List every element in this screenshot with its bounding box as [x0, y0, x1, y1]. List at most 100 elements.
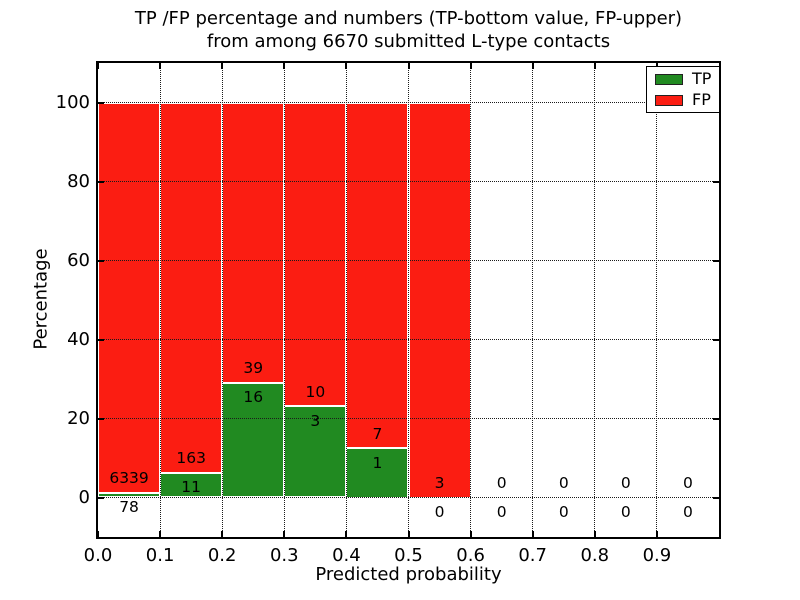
bar-segment-fp	[284, 102, 347, 407]
y-tick-label: 40	[67, 328, 90, 350]
x-tick-top	[469, 63, 472, 69]
bar-count-fp-label: 0	[620, 473, 631, 492]
x-tick-top	[593, 63, 596, 69]
y-tick-label: 100	[55, 91, 90, 113]
bar-segment-fp	[160, 102, 223, 473]
chart-title-line2: from among 6670 submitted L-type contact…	[206, 31, 611, 52]
bar-count-fp-label: 6339	[109, 469, 149, 488]
y-tick-label: 80	[67, 170, 90, 192]
y-tick-left	[98, 417, 104, 420]
y-tick-right	[713, 259, 719, 262]
y-gridline	[98, 102, 719, 103]
y-tick-label: 20	[67, 407, 90, 429]
x-tick-label: 0.4	[332, 545, 361, 566]
bar-count-tp-label: 78	[119, 498, 139, 517]
legend-label-fp: FP	[692, 90, 711, 109]
x-gridline	[283, 63, 285, 537]
x-tick-bottom	[283, 531, 286, 537]
legend-swatch-tp	[655, 73, 683, 85]
y-gridline	[98, 339, 719, 340]
bar-count-tp-label: 0	[683, 503, 693, 522]
x-tick-top	[97, 63, 99, 69]
bar-count-tp-label: 11	[181, 478, 201, 497]
bar-count-tp-label: 0	[434, 503, 445, 522]
y-tick-left	[98, 338, 104, 341]
y-tick-right	[713, 417, 719, 420]
x-tick-label: 0.1	[145, 545, 175, 566]
x-tick-label: 0.0	[83, 545, 113, 566]
bar-count-tp-label: 0	[620, 503, 631, 522]
bar-segment-fp	[408, 102, 471, 498]
legend-item-fp: FP	[655, 92, 719, 108]
x-tick-top	[345, 63, 348, 69]
x-gridline	[470, 63, 472, 537]
bar-segment-fp	[346, 102, 409, 449]
bar-count-tp-label: 3	[310, 411, 321, 430]
bar-count-fp-label: 163	[176, 448, 206, 467]
bar-count-fp-label: 0	[683, 473, 693, 492]
x-tick-label: 0.3	[269, 545, 299, 566]
y-tick-right	[713, 180, 719, 183]
x-axis-label: Predicted probability	[315, 564, 502, 585]
x-tick-top	[283, 63, 286, 69]
x-tick-label: 0.5	[394, 545, 423, 566]
x-tick-label: 0.7	[518, 545, 547, 566]
y-gridline	[98, 418, 719, 419]
x-gridline	[594, 63, 596, 537]
x-tick-bottom	[159, 531, 162, 537]
y-tick-left	[98, 259, 104, 262]
x-tick-bottom	[469, 531, 472, 537]
x-tick-bottom	[531, 531, 534, 537]
x-tick-top	[159, 63, 162, 69]
y-tick-right	[713, 496, 719, 499]
x-tick-label: 0.9	[642, 545, 672, 566]
x-tick-bottom	[593, 531, 596, 537]
bar-segment-fp	[222, 102, 285, 383]
x-tick-label: 0.2	[207, 545, 237, 566]
x-tick-bottom	[97, 531, 99, 537]
bar-segment-fp	[98, 102, 161, 493]
x-tick-bottom	[221, 531, 224, 537]
bar-segment-tp	[284, 406, 347, 498]
legend-label-tp: TP	[692, 69, 712, 88]
x-gridline	[159, 63, 161, 537]
legend-swatch-fp	[655, 94, 683, 106]
x-tick-bottom	[345, 531, 348, 537]
y-tick-left	[98, 101, 104, 104]
x-gridline	[408, 63, 409, 537]
bar-count-fp-label: 39	[243, 358, 264, 377]
bar-count-fp-label: 0	[558, 473, 569, 492]
x-tick-top	[221, 63, 224, 69]
legend-item-tp: TP	[655, 71, 719, 87]
plot-area: 6339 78 163 11 39 16 10 3 7 1 3 0 0 0 0 0 0 0 0 0	[96, 61, 721, 539]
y-tick-left	[98, 496, 104, 499]
y-tick-left	[98, 180, 104, 183]
y-tick-label: 0	[78, 486, 90, 508]
bar-segment-tp	[222, 382, 285, 498]
bar-count-tp-label: 0	[496, 503, 507, 522]
x-gridline	[532, 63, 534, 537]
y-gridline	[98, 497, 719, 498]
y-tick-label: 60	[67, 249, 90, 271]
bar-count-tp-label: 16	[243, 388, 264, 407]
x-tick-top	[407, 63, 410, 69]
x-gridline	[345, 63, 347, 537]
x-tick-label: 0.6	[456, 545, 485, 566]
x-tick-bottom	[407, 531, 410, 537]
bar-count-tp-label: 1	[372, 453, 383, 472]
x-tick-bottom	[655, 531, 658, 537]
bar-count-fp-label: 0	[496, 473, 507, 492]
bar-count-tp-label: 0	[558, 503, 569, 522]
x-gridline	[221, 63, 223, 537]
bar-segment-tp	[346, 448, 409, 498]
chart-title-line1: TP /FP percentage and numbers (TP-bottom…	[134, 8, 683, 29]
bar-segment-tp	[160, 472, 223, 498]
bar-count-fp-label: 3	[434, 473, 445, 492]
y-gridline	[98, 260, 719, 261]
y-tick-right	[713, 338, 719, 341]
x-tick-top	[531, 63, 534, 69]
chart-title: TP /FP percentage and numbers (TP-bottom…	[96, 7, 721, 53]
x-gridline	[656, 63, 658, 537]
x-tick-label: 0.8	[580, 545, 610, 566]
